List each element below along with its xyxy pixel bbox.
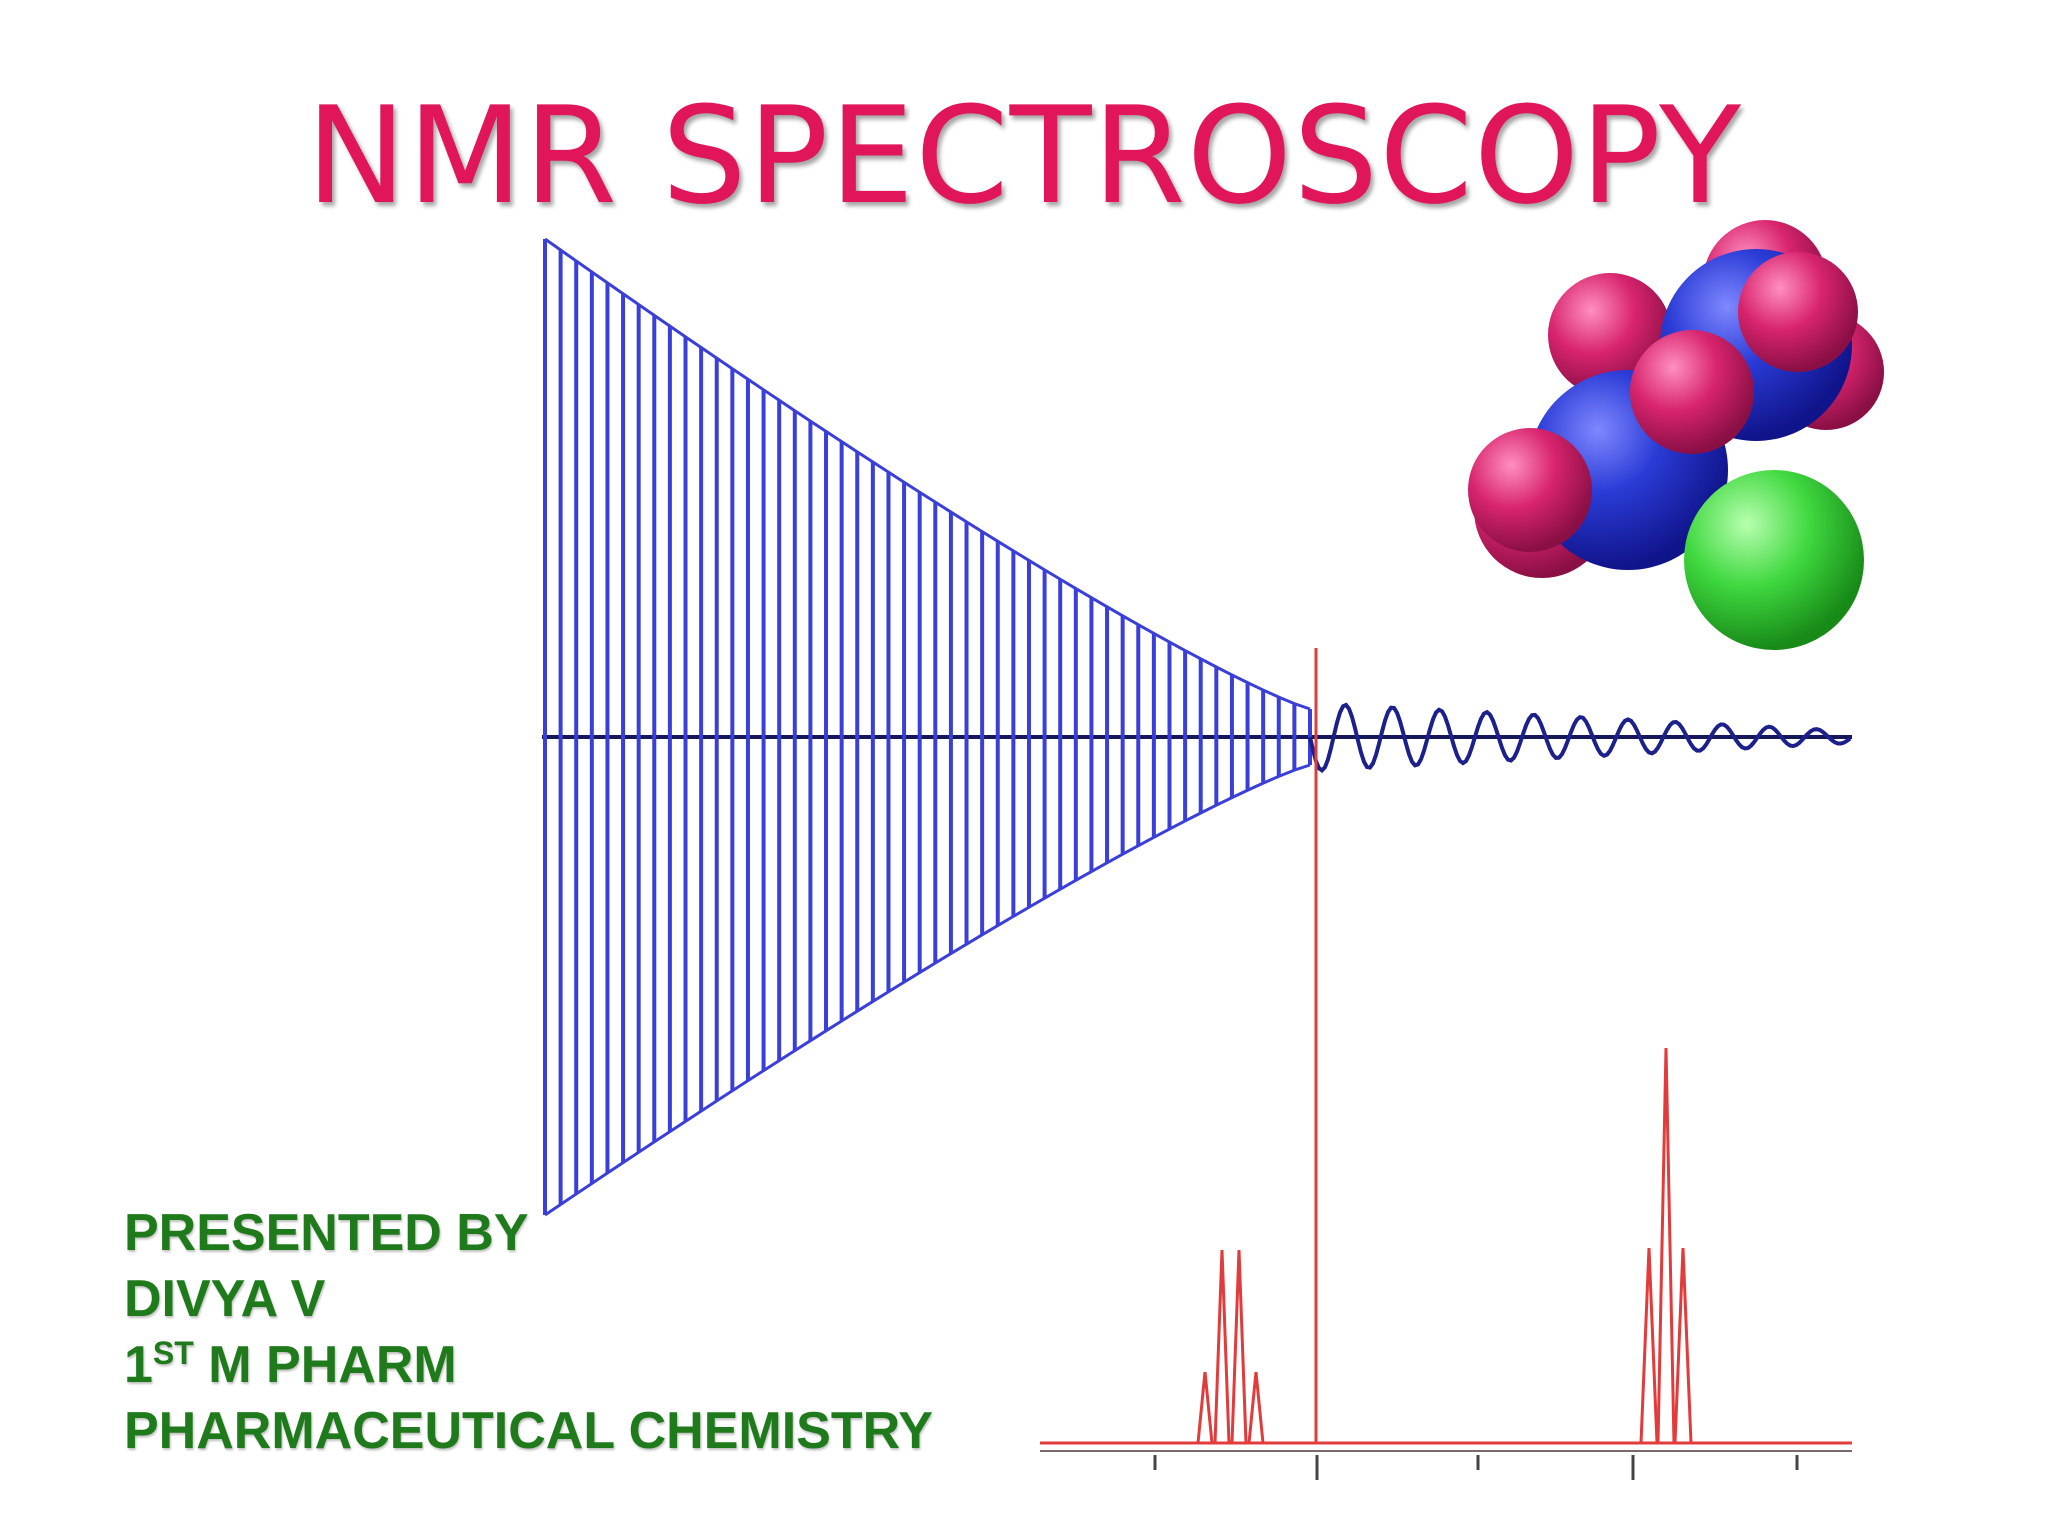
slide-title: NMR SPECTROSCOPY xyxy=(306,78,1742,234)
nmr-spectrum xyxy=(1040,648,1852,1480)
hydrogen-atom xyxy=(1468,428,1592,552)
course-name: M PHARM xyxy=(193,1336,457,1394)
triplet-peak xyxy=(1639,1247,1659,1444)
fid-envelope-lower xyxy=(544,763,1311,1217)
presenter-course: 1ST M PHARM xyxy=(124,1332,933,1398)
hydrogen-atom xyxy=(1630,330,1754,454)
quartet-peak xyxy=(1213,1249,1231,1444)
triplet-peak xyxy=(1656,1047,1676,1444)
presented-by-label: PRESENTED BY xyxy=(124,1204,529,1262)
molecule-model xyxy=(1468,220,1884,650)
presenter-info: PRESENTED BY DIVYA V 1ST M PHARM PHARMAC… xyxy=(124,1200,933,1464)
quartet-peak xyxy=(1196,1371,1214,1444)
course-year-number: 1 xyxy=(124,1336,153,1394)
fid-signal xyxy=(542,237,1852,1217)
quartet-peak xyxy=(1247,1371,1265,1444)
triplet-peak xyxy=(1673,1247,1693,1444)
fid-tail-wave xyxy=(1308,702,1852,773)
presenter-department: PHARMACEUTICAL CHEMISTRY xyxy=(124,1402,933,1460)
chlorine-atom xyxy=(1684,470,1864,650)
hydrogen-atom xyxy=(1738,252,1858,372)
fid-envelope-upper xyxy=(544,237,1311,711)
course-year-suffix: ST xyxy=(152,1335,194,1371)
quartet-peak xyxy=(1230,1249,1248,1444)
presenter-name: DIVYA V xyxy=(124,1270,326,1328)
